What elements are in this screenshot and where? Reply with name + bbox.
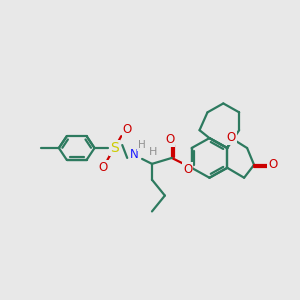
- Text: H: H: [149, 147, 157, 157]
- Text: H: H: [138, 140, 146, 150]
- Text: O: O: [226, 130, 236, 144]
- Text: O: O: [99, 161, 108, 174]
- Text: O: O: [183, 163, 192, 176]
- Text: N: N: [130, 148, 139, 161]
- Text: S: S: [110, 141, 119, 155]
- Text: O: O: [268, 158, 278, 171]
- Text: O: O: [123, 123, 132, 136]
- Text: O: O: [165, 133, 174, 146]
